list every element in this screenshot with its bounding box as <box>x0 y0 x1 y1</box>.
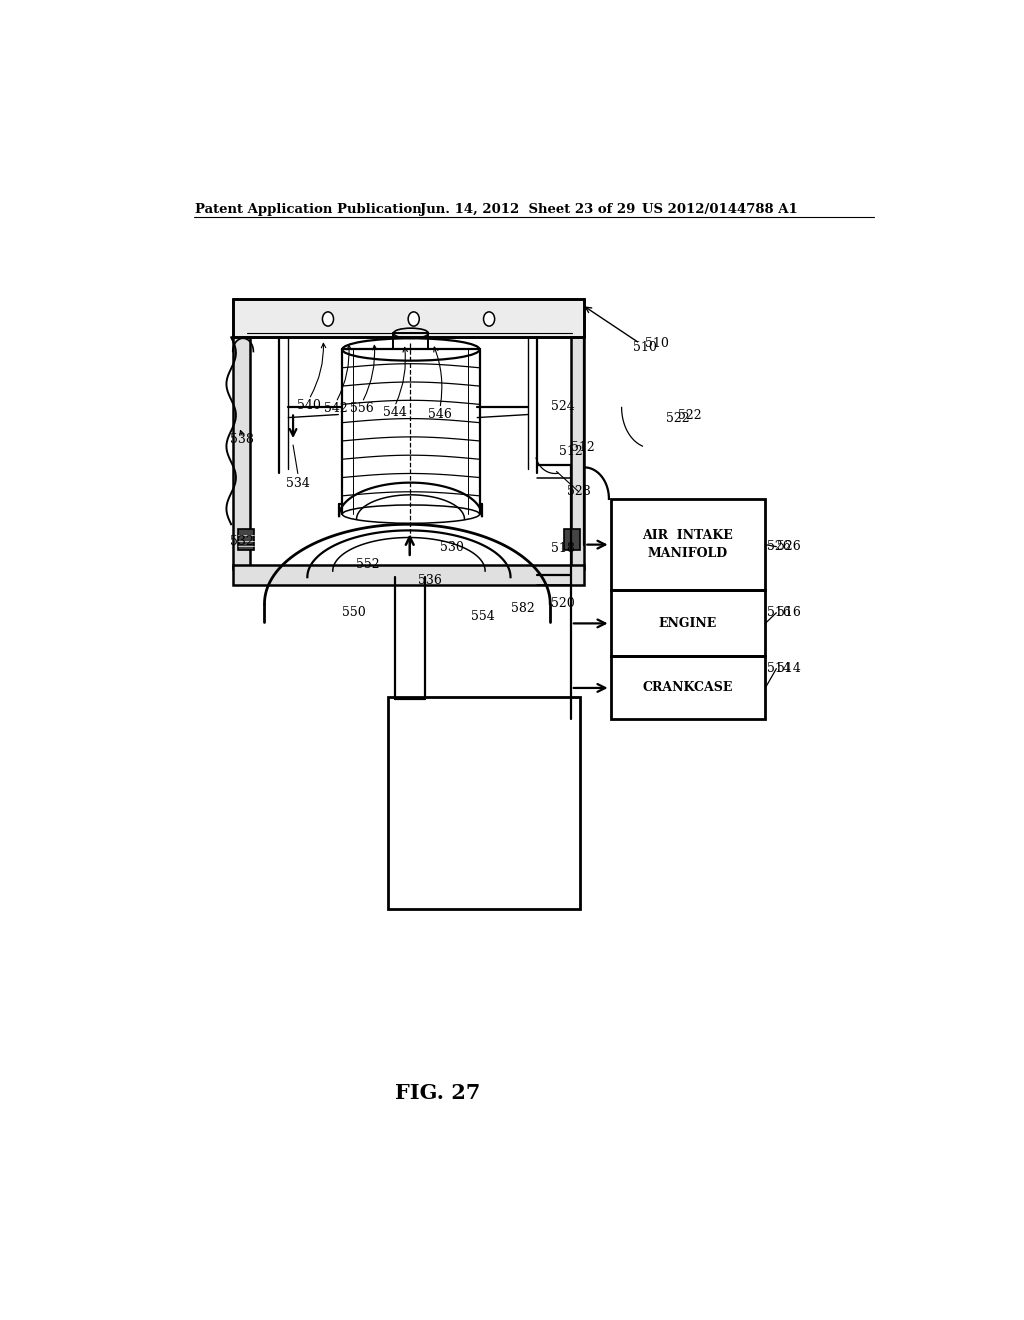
Text: 514: 514 <box>767 663 791 675</box>
Circle shape <box>483 312 495 326</box>
Text: 510: 510 <box>634 341 657 354</box>
Text: 544: 544 <box>383 407 407 418</box>
Text: 526: 526 <box>777 540 801 553</box>
Circle shape <box>323 312 334 326</box>
Bar <box>563 529 580 549</box>
Text: AIR  INTAKE
MANIFOLD: AIR INTAKE MANIFOLD <box>642 529 733 560</box>
Text: Patent Application Publication: Patent Application Publication <box>196 203 422 216</box>
Text: 582: 582 <box>511 602 535 615</box>
Text: 550: 550 <box>342 606 366 619</box>
Text: 516: 516 <box>777 606 801 619</box>
Bar <box>610 590 765 656</box>
Text: 552: 552 <box>356 558 380 572</box>
Text: 530: 530 <box>440 541 464 554</box>
Circle shape <box>409 312 419 326</box>
Text: 540: 540 <box>297 399 321 412</box>
Text: 514: 514 <box>777 663 801 675</box>
Text: 516: 516 <box>767 606 791 619</box>
Polygon shape <box>232 338 250 569</box>
Text: 534: 534 <box>286 477 310 490</box>
Text: 518: 518 <box>551 543 574 556</box>
Text: 526: 526 <box>767 540 791 553</box>
Text: FIG. 27: FIG. 27 <box>395 1084 480 1104</box>
Text: 528: 528 <box>567 486 591 498</box>
Text: 556: 556 <box>350 401 374 414</box>
Text: 538: 538 <box>229 433 253 446</box>
Text: 546: 546 <box>428 408 452 421</box>
Text: ENGINE: ENGINE <box>658 616 717 630</box>
Text: 512: 512 <box>559 445 583 458</box>
Text: Jun. 14, 2012  Sheet 23 of 29: Jun. 14, 2012 Sheet 23 of 29 <box>420 203 636 216</box>
Text: 510: 510 <box>645 338 670 350</box>
Text: 532: 532 <box>229 535 253 548</box>
Bar <box>610 499 765 590</box>
Text: 520: 520 <box>551 597 574 610</box>
Text: 524: 524 <box>551 400 574 413</box>
Bar <box>239 529 254 549</box>
Text: 512: 512 <box>570 441 595 454</box>
Text: 522: 522 <box>667 412 690 425</box>
Bar <box>610 656 765 719</box>
Text: 542: 542 <box>324 401 348 414</box>
Text: US 2012/0144788 A1: US 2012/0144788 A1 <box>642 203 798 216</box>
Text: CRANKCASE: CRANKCASE <box>643 681 733 694</box>
Bar <box>388 697 581 908</box>
Text: 522: 522 <box>678 409 701 421</box>
Text: 536: 536 <box>418 574 441 586</box>
Polygon shape <box>570 338 585 569</box>
Polygon shape <box>232 565 585 585</box>
Polygon shape <box>232 298 585 338</box>
Text: 554: 554 <box>471 610 495 623</box>
